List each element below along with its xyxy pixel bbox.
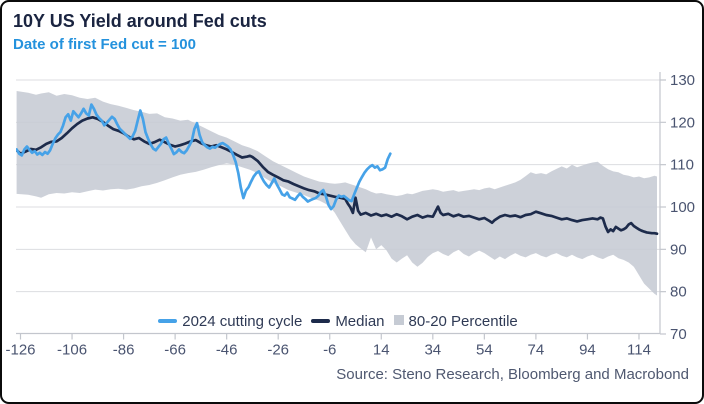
median-line (16, 115, 659, 236)
page-title: 10Y US Yield around Fed cuts (13, 11, 267, 31)
legend-label: 2024 cutting cycle (182, 312, 303, 330)
chart-legend: 2024 cutting cycle Median 80-20 Percenti… (16, 311, 660, 331)
chart-subtitle: Date of first Fed cut = 100 (13, 36, 196, 53)
x-tick-label: 54 (476, 342, 493, 359)
legend-item-median: Median (311, 312, 385, 330)
x-tick-label: -26 (267, 342, 289, 359)
legend-item-percentile-band: 80-20 Percentile (393, 312, 518, 330)
legend-item-2024-cycle: 2024 cutting cycle (158, 313, 302, 330)
y-tick-label: 110 (670, 157, 694, 174)
x-tick-label: 34 (424, 342, 441, 359)
gray-band-swatch-icon (393, 315, 404, 325)
x-tick-label: 94 (579, 342, 596, 359)
y-tick-label: 120 (670, 114, 695, 131)
source-attribution: Source: Steno Research, Bloomberg and Ma… (336, 366, 689, 383)
blue-line-swatch-icon (158, 319, 178, 323)
legend-label: 80-20 Percentile (408, 312, 518, 330)
x-tick-label: -106 (57, 342, 87, 359)
cycle-2024-line (16, 103, 392, 211)
y-tick-label: 130 (670, 72, 695, 89)
x-tick-label: 74 (528, 342, 545, 359)
navy-line-swatch-icon (311, 319, 331, 323)
legend-label: Median (335, 312, 385, 330)
y-tick-label: 80 (670, 284, 687, 301)
y-tick-label: 100 (670, 199, 695, 216)
x-tick-label: 14 (373, 342, 390, 359)
x-tick-label: -126 (5, 342, 35, 359)
x-tick-label: -86 (113, 342, 135, 359)
x-tick-label: -66 (164, 342, 186, 359)
x-tick-label: -6 (323, 342, 336, 359)
x-tick-label: 114 (627, 342, 651, 359)
x-tick-label: -46 (216, 342, 238, 359)
y-tick-label: 70 (670, 326, 687, 343)
percentile-band-area (16, 91, 658, 296)
y-tick-label: 90 (670, 241, 687, 258)
